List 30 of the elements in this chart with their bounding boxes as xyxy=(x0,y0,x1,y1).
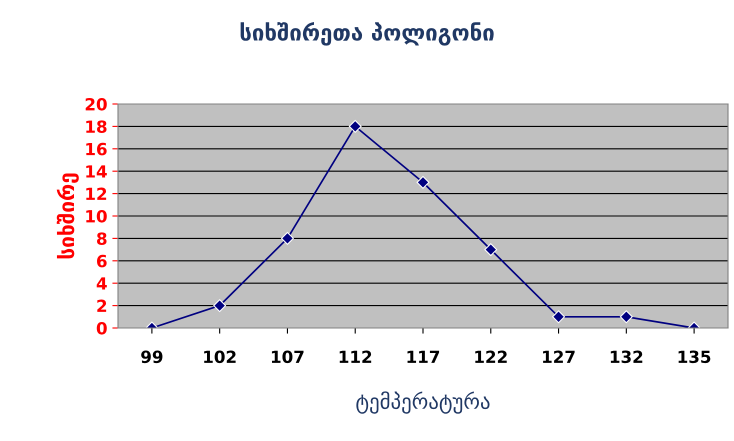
x-tick-label: 107 xyxy=(272,350,304,364)
y-tick-label: 8 xyxy=(97,232,107,245)
x-tick-label: 102 xyxy=(204,350,236,364)
point xyxy=(484,243,498,256)
y-tick-label: 0 xyxy=(96,322,107,335)
point xyxy=(620,310,633,324)
point xyxy=(348,120,362,133)
x-tick-label: 127 xyxy=(543,350,575,363)
y-tick-label: 10 xyxy=(86,210,107,223)
y-tick-label: 4 xyxy=(96,277,107,290)
y-tick-label: 14 xyxy=(86,165,107,178)
y-tick-label: 16 xyxy=(86,142,107,156)
x-tick-label: 135 xyxy=(678,350,710,364)
y-tick-label: 20 xyxy=(86,98,107,111)
x-tick-label: 132 xyxy=(610,350,642,364)
x-tick-label: 99 xyxy=(141,350,162,364)
point xyxy=(281,232,294,245)
point xyxy=(552,310,565,324)
x-tick-label: 112 xyxy=(340,350,372,363)
y-tick-label: 18 xyxy=(86,120,107,133)
y-tick-label: 12 xyxy=(86,188,106,200)
y-axis-title: სიხშირე xyxy=(56,174,79,258)
chart-title: სიხშირეთა პოლიგონი xyxy=(240,22,494,46)
point xyxy=(213,299,226,312)
x-tick-label: 117 xyxy=(407,350,440,363)
y-tick-label: 6 xyxy=(97,254,107,268)
x-tick-label: 122 xyxy=(475,350,507,363)
x-axis-title: ტემპერატურა xyxy=(356,391,490,414)
y-tick-label: 2 xyxy=(97,300,106,312)
point xyxy=(416,176,430,189)
